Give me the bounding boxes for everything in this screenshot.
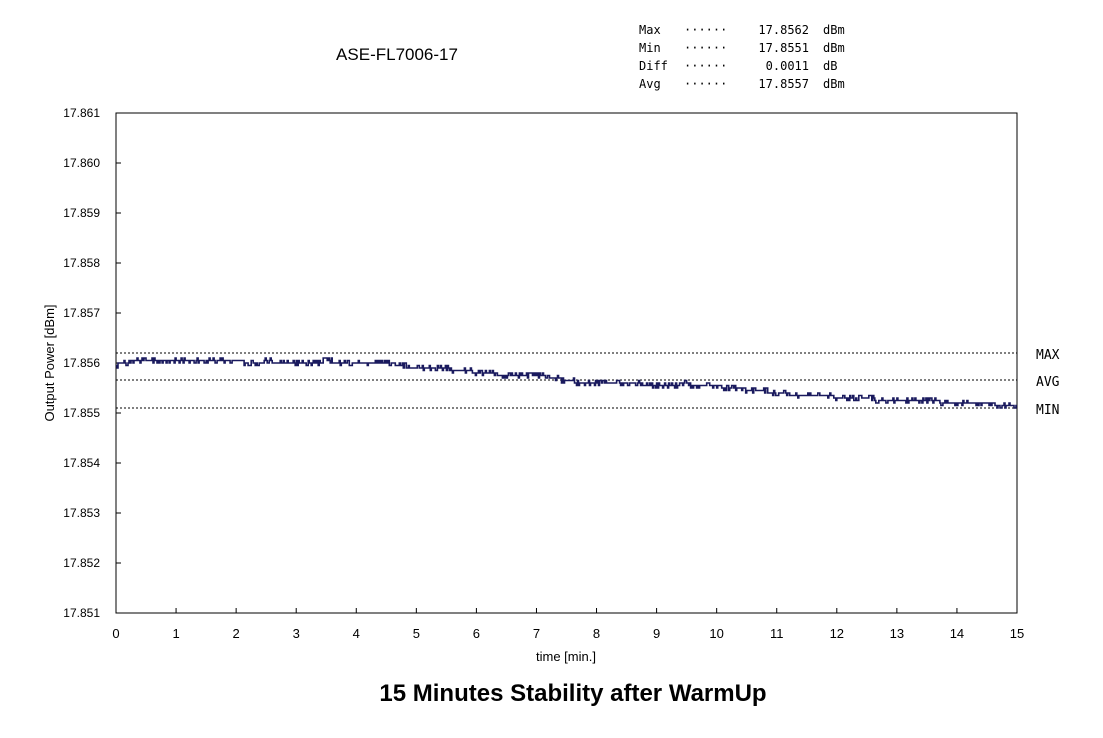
stat-row-min: Min ······ 17.8551 dBm [639, 41, 845, 55]
ref-label-min: MIN [1036, 403, 1059, 418]
x-tick-label: 6 [473, 626, 480, 641]
y-tick-label: 17.855 [63, 406, 100, 420]
x-tick-label: 5 [413, 626, 420, 641]
stat-dots: ······ [684, 77, 727, 91]
ref-label-avg: AVG [1036, 375, 1060, 390]
stat-label: Diff [639, 59, 668, 73]
stat-dots: ······ [684, 23, 727, 37]
x-tick-label: 10 [709, 626, 723, 641]
stat-value: 17.8551 [758, 41, 809, 55]
x-tick-label: 8 [593, 626, 600, 641]
stat-dots: ······ [684, 59, 727, 73]
x-tick-label: 7 [533, 626, 540, 641]
stats-block: Max ······ 17.8562 dBm Min ······ 17.855… [639, 23, 845, 91]
y-axis: 17.861 17.860 17.859 17.858 17.857 17.856 17.8… [63, 106, 121, 620]
stat-label: Min [639, 41, 661, 55]
x-tick-label: 4 [353, 626, 360, 641]
stat-unit: dBm [823, 23, 845, 37]
y-tick-label: 17.858 [63, 256, 100, 270]
x-axis: 0 1 2 3 4 5 6 7 8 9 10 11 12 13 14 15 [112, 608, 1024, 641]
x-tick-label: 15 [1010, 626, 1024, 641]
y-axis-label: Output Power [dBm] [42, 304, 57, 421]
stat-value: 17.8557 [758, 77, 809, 91]
x-tick-label: 9 [653, 626, 660, 641]
stat-label: Max [639, 23, 661, 37]
stat-dots: ······ [684, 41, 727, 55]
x-tick-label: 11 [770, 626, 784, 641]
reference-lines: MAX AVG MIN [116, 348, 1060, 418]
stat-unit: dBm [823, 77, 845, 91]
y-tick-label: 17.859 [63, 206, 100, 220]
x-tick-label: 14 [950, 626, 964, 641]
y-tick-label: 17.861 [63, 106, 100, 120]
chart-caption: 15 Minutes Stability after WarmUp [379, 680, 766, 707]
stat-unit: dBm [823, 41, 845, 55]
y-tick-label: 17.851 [63, 606, 100, 620]
x-tick-label: 13 [890, 626, 904, 641]
stat-row-avg: Avg ······ 17.8557 dBm [639, 77, 845, 91]
ref-label-max: MAX [1036, 348, 1060, 363]
stat-row-diff: Diff ······ 0.0011 dB [639, 59, 837, 73]
series-layer [116, 357, 1017, 409]
stat-row-max: Max ······ 17.8562 dBm [639, 23, 845, 37]
stat-value: 17.8562 [758, 23, 809, 37]
x-tick-label: 3 [293, 626, 300, 641]
x-axis-label: time [min.] [536, 649, 596, 664]
y-tick-label: 17.856 [63, 356, 100, 370]
stat-value: 0.0011 [766, 59, 809, 73]
y-tick-label: 17.853 [63, 506, 100, 520]
stat-label: Avg [639, 77, 661, 91]
series-line-0 [116, 357, 1017, 409]
y-tick-label: 17.857 [63, 306, 100, 320]
plot-area [115, 112, 1018, 614]
y-tick-label: 17.854 [63, 456, 100, 470]
chart-title: ASE-FL7006-17 [336, 45, 458, 64]
x-tick-label: 12 [830, 626, 844, 641]
x-tick-label: 2 [233, 626, 240, 641]
stat-unit: dB [823, 59, 837, 73]
y-tick-label: 17.852 [63, 556, 100, 570]
x-tick-label: 0 [112, 626, 119, 641]
x-tick-label: 1 [172, 626, 179, 641]
y-tick-label: 17.860 [63, 156, 100, 170]
